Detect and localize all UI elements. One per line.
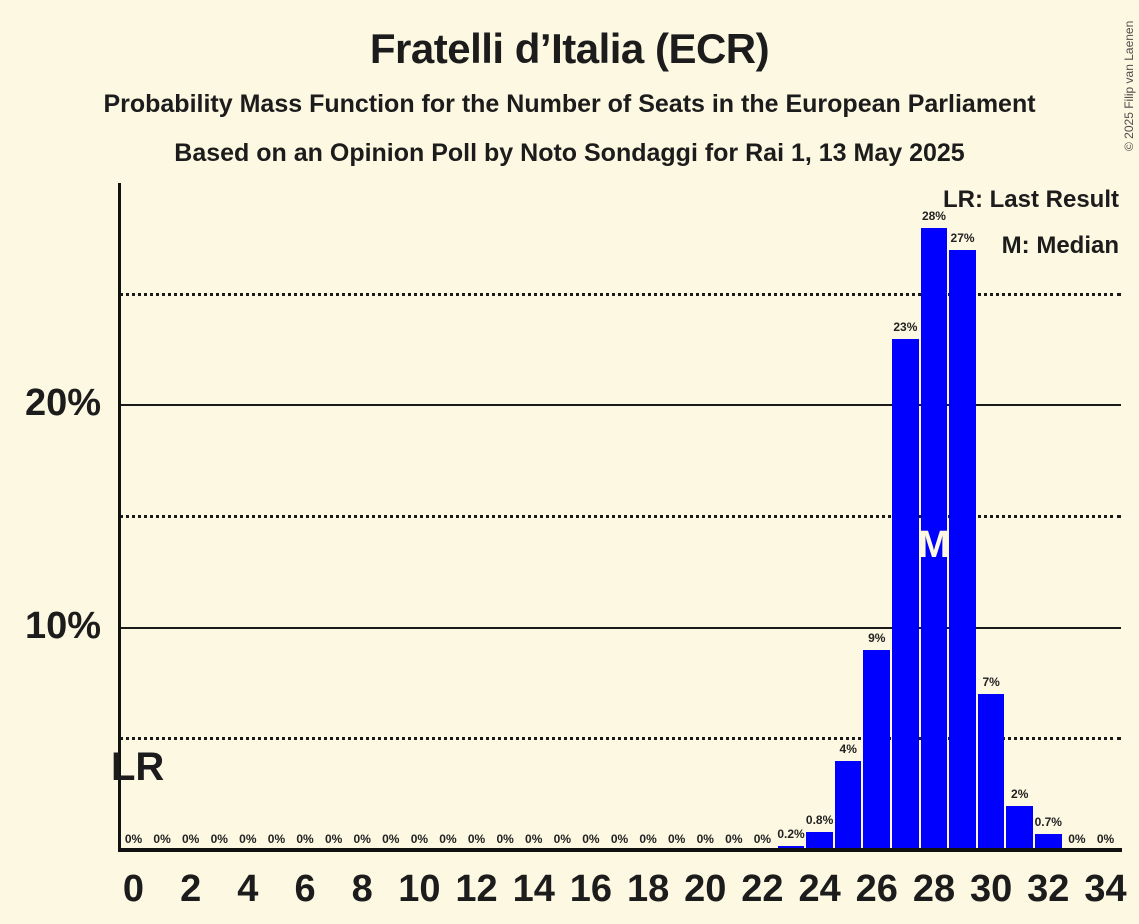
x-tick-label: 12: [455, 868, 498, 910]
bar-value-label: 7%: [982, 675, 1000, 690]
bar-value-label: 0%: [668, 832, 686, 846]
bar-value-label: 0%: [210, 832, 228, 846]
x-tick-label: 16: [569, 868, 613, 910]
y-axis-label: 10%: [24, 604, 101, 647]
x-tick-label: 0: [122, 868, 145, 910]
x-tick-label: 8: [351, 868, 373, 910]
bar: [1006, 805, 1034, 850]
gridline-dotted: [119, 515, 1121, 519]
x-tick-label: 32: [1027, 868, 1070, 910]
bar-value-label: 4%: [839, 742, 857, 757]
x-tick-label: 30: [969, 868, 1013, 910]
page-title: Fratelli d’Italia (ECR): [369, 25, 770, 72]
bar: [920, 227, 948, 850]
gridline-solid: [119, 404, 1121, 407]
y-axis-line: [117, 183, 121, 852]
bar-value-label: 0%: [267, 832, 286, 846]
bar-value-label: 0%: [124, 832, 143, 846]
x-tick-label: 4: [237, 868, 259, 910]
gridline-dotted: [119, 292, 1121, 296]
bar-value-label: 0%: [353, 832, 371, 846]
x-tick-label: 18: [626, 868, 670, 910]
legend-median: M: Median: [1001, 232, 1119, 259]
bar-value-label: 0%: [239, 832, 257, 846]
bar: [892, 338, 919, 850]
bar: [977, 694, 1005, 850]
bar-value-label: 28%: [921, 208, 946, 223]
median-annotation: M: [918, 524, 950, 566]
bar: [806, 832, 833, 850]
bar-value-label: 0%: [696, 832, 714, 846]
x-tick-label: 2: [180, 868, 202, 910]
bar-value-label: 0%: [182, 832, 200, 846]
bar-value-label: 0%: [324, 832, 343, 846]
bar: [777, 845, 805, 850]
x-axis-line: [117, 848, 1122, 852]
bar-value-label: 0.2%: [777, 826, 805, 841]
bar-value-label: 0%: [496, 832, 514, 846]
bar-value-label: 0%: [153, 832, 171, 846]
chart-subtitle: Probability Mass Function for the Number…: [103, 90, 1036, 118]
bar-value-label: 9%: [868, 630, 886, 645]
bar-value-label: 0%: [553, 832, 571, 846]
x-tick-label: 14: [512, 868, 555, 910]
bar: [863, 649, 891, 850]
bar-value-label: 0%: [610, 832, 629, 846]
x-tick-label: 20: [684, 868, 727, 910]
last-result-annotation: LR: [111, 745, 165, 789]
bar-value-label: 0%: [725, 832, 743, 846]
bar-value-label: 0%: [296, 832, 314, 846]
x-tick-label: 26: [855, 868, 898, 910]
x-tick-label: 28: [912, 868, 956, 910]
bar-value-label: 0%: [467, 832, 486, 846]
x-tick-label: 22: [741, 868, 784, 910]
bar-value-label: 0%: [410, 832, 429, 846]
x-tick-label: 6: [294, 868, 316, 910]
bar-value-label: 0.8%: [805, 813, 834, 828]
bar-value-label: 0%: [382, 832, 400, 846]
bar: [949, 249, 976, 850]
bar-value-label: 0%: [525, 832, 543, 846]
legend-last-result: LR: Last Result: [942, 186, 1119, 213]
bar: [834, 761, 862, 850]
bar-value-label: 27%: [950, 230, 975, 245]
bar-value-label: 0%: [1068, 832, 1086, 846]
y-axis-label: 20%: [24, 382, 101, 425]
chart-source-line: Based on an Opinion Poll by Noto Sondagg…: [174, 139, 965, 167]
bar-value-label: 0%: [439, 832, 457, 846]
x-tick-label: 10: [398, 868, 441, 910]
gridline-dotted: [119, 737, 1121, 741]
bar-value-label: 0%: [1096, 832, 1115, 846]
bar-value-label: 0%: [753, 832, 772, 846]
bar: [1035, 834, 1062, 850]
bar-value-label: 23%: [893, 319, 918, 334]
bar-value-label: 0.7%: [1034, 815, 1062, 830]
bar-value-label: 0%: [639, 832, 657, 846]
bar-value-label: 0%: [582, 832, 600, 846]
x-tick-label: 34: [1084, 868, 1127, 910]
bar-value-label: 2%: [1011, 786, 1029, 801]
x-tick-label: 24: [798, 868, 841, 910]
gridline-solid: [119, 626, 1121, 629]
